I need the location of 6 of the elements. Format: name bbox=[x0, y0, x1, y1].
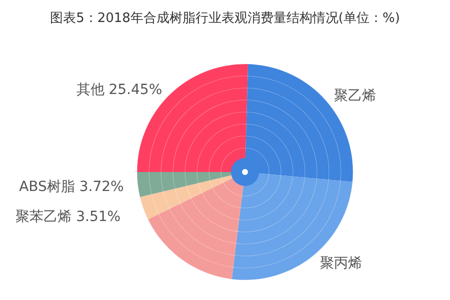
slice-label: 聚乙烯 bbox=[334, 88, 376, 104]
slice-label: 聚苯乙烯 3.51% bbox=[16, 208, 121, 225]
slice-label: ABS树脂 3.72% bbox=[19, 178, 124, 195]
slice-label: 其他 25.45% bbox=[76, 82, 162, 98]
chart-title: 图表5：2018年合成树脂行业表观消费量结构情况(单位：%) bbox=[50, 11, 400, 26]
slice-label: 聚丙烯 bbox=[320, 255, 362, 272]
